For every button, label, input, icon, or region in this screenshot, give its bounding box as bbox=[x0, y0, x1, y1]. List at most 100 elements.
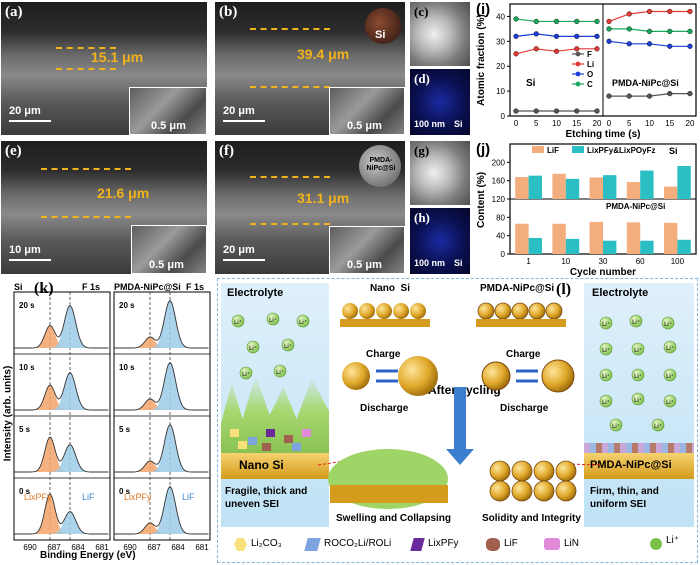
chart-i-ylabel: Atomic fraction (%) bbox=[476, 14, 487, 106]
li-ion-right-label: Li⁺ bbox=[666, 399, 674, 406]
right-electrolyte-title: Electrolyte bbox=[592, 287, 649, 299]
chart-j-panel-label: (j) bbox=[476, 141, 490, 158]
chart-i-point-li bbox=[646, 8, 653, 15]
top-left-title: Nano Si bbox=[370, 283, 411, 294]
panel-label-h: (h) bbox=[414, 210, 430, 225]
thickness-guide-bottom bbox=[250, 86, 330, 88]
chart-i-point-o bbox=[594, 33, 600, 39]
chart-i-ytick-label: 0 bbox=[501, 112, 506, 121]
li-ion-right bbox=[599, 394, 613, 408]
legend-swatch-li-ion bbox=[650, 538, 662, 550]
xps-xtick-label: 687 bbox=[147, 543, 161, 550]
schematic-graphics: Li⁺ Li⁺ Li⁺ Li⁺ Li⁺ Li⁺ Li⁺ Li⁺ Li⁺ Li⁺ Li⁺ Li⁺ Li⁺ L… bbox=[230, 302, 677, 509]
li-ion-right bbox=[651, 418, 665, 432]
scale-label-d: 100 nm bbox=[414, 119, 446, 129]
legend-swatch-lif bbox=[486, 538, 500, 551]
li-ion-right-label: Li⁺ bbox=[654, 423, 662, 430]
xps-xlabel: Binding Energy (eV) bbox=[40, 550, 136, 561]
chart-j-bar-lipf bbox=[603, 240, 617, 254]
chart-i-xtick-label: 20 bbox=[593, 119, 602, 128]
chart-i-point-li bbox=[533, 46, 539, 52]
intact-sphere bbox=[511, 460, 533, 482]
panel-label-f: (f) bbox=[219, 143, 234, 159]
xps-panel-k: (k) Intensity (arb. units) Si F 1s PMDA-… bbox=[0, 278, 214, 565]
li-ion-left bbox=[296, 314, 310, 328]
chart-i-point-f bbox=[646, 93, 653, 99]
chart-j-bar-lif bbox=[552, 223, 566, 254]
scale-bar-b bbox=[223, 120, 265, 122]
inset-scale-label-a: 0.5 μm bbox=[151, 120, 186, 132]
chart-j-group-pmda: PMDA-NiPc@Si bbox=[606, 202, 665, 211]
nano-si-sphere bbox=[359, 303, 375, 319]
xps-envelope bbox=[114, 299, 209, 349]
chart-j-bar-lipf bbox=[677, 166, 691, 199]
xps-xtick-label: 684 bbox=[71, 543, 85, 550]
schematic-l: Electrolyte Nano Si Fragile, thick and u… bbox=[217, 278, 698, 563]
xps-envelope bbox=[14, 371, 109, 411]
intact-sphere bbox=[533, 460, 555, 482]
chart-i-legend-marker bbox=[575, 71, 581, 77]
sem-panel-e: (e) 21.6 μm 10 μm 0.5 μm bbox=[1, 141, 207, 274]
charge-left: Charge bbox=[366, 349, 401, 360]
scale-bar-e bbox=[9, 259, 51, 261]
right-sei-layer bbox=[584, 443, 694, 455]
chart-j-group-si: Si bbox=[669, 146, 678, 156]
chart-j-bar-lipf bbox=[565, 238, 580, 254]
li-ion-right bbox=[661, 316, 675, 330]
chart-i-ytick-label: 20 bbox=[496, 62, 505, 71]
chart-i-point-c bbox=[533, 18, 539, 25]
li-ion-right bbox=[609, 418, 623, 432]
chart-i-legend-label: Li bbox=[587, 60, 594, 69]
pmda-si-sphere bbox=[511, 302, 529, 320]
chart-i-point-li bbox=[574, 46, 580, 52]
xps-xtick-label: 684 bbox=[171, 543, 185, 550]
xps-envelope bbox=[114, 423, 209, 473]
sei-particle-left bbox=[248, 437, 257, 445]
intact-sphere bbox=[511, 480, 533, 502]
chart-j-xtick-label: 1 bbox=[526, 257, 531, 266]
intact-sphere bbox=[489, 480, 511, 502]
legend-swatch-roco2li bbox=[304, 538, 321, 551]
chart-j: Content (%) Cycle number (j) Si PMDA-NiP… bbox=[476, 141, 697, 278]
chart-i-point-c bbox=[553, 18, 560, 25]
thickness-guide-top bbox=[250, 176, 330, 178]
sei-particle-left bbox=[302, 429, 311, 437]
li-ion-right bbox=[599, 342, 613, 356]
chart-j-legend-lif: LiF bbox=[547, 146, 559, 155]
legend-lif: LiF bbox=[504, 538, 518, 549]
pmda-si-sphere bbox=[494, 302, 512, 320]
li-ion-left-label: Li⁺ bbox=[249, 345, 257, 352]
panel-label-a: (a) bbox=[5, 4, 23, 20]
chart-j-xtick-label: 10 bbox=[561, 257, 570, 266]
sem-panel-b: (b) Si 39.4 μm 20 μm 0.5 μm bbox=[215, 2, 405, 135]
thickness-guide-top bbox=[41, 168, 131, 170]
chart-i-xtick-label: 0 bbox=[514, 119, 519, 128]
li-ion-left bbox=[231, 314, 245, 328]
chart-i-point-li bbox=[606, 18, 612, 25]
chart-i-xtick-label: 10 bbox=[645, 119, 654, 128]
chart-i-point-c bbox=[687, 28, 693, 34]
li-ion-left bbox=[246, 340, 260, 354]
si-particle-badge bbox=[365, 8, 401, 44]
scale-label-e: 10 μm bbox=[9, 244, 41, 256]
xps-row-label: 10 s bbox=[119, 363, 135, 372]
xps-peak-lif bbox=[114, 424, 209, 472]
xps-label-lipf: LixPFy bbox=[124, 492, 152, 502]
chart-i-legend-label: F bbox=[587, 50, 592, 59]
thickness-guide-bottom bbox=[250, 223, 330, 225]
chart-j-bar-lipf bbox=[565, 178, 580, 199]
chart-j-bar-lif bbox=[515, 177, 529, 199]
li-ion-right-label: Li⁺ bbox=[632, 319, 640, 326]
thickness-guide-top bbox=[250, 28, 330, 30]
xps-envelope bbox=[114, 485, 209, 535]
chart-j-ytick-label: 120 bbox=[492, 195, 506, 204]
pmda-particle-small bbox=[481, 361, 511, 391]
li-ion-right-label: Li⁺ bbox=[612, 423, 620, 430]
chart-i-legend-label: O bbox=[587, 70, 593, 79]
chart-i-point-f bbox=[513, 108, 519, 114]
discharge-right: Discharge bbox=[500, 403, 549, 414]
li-ion-right bbox=[599, 368, 613, 382]
legend-lin: LiN bbox=[564, 538, 580, 549]
right-substrate: PMDA-NiPc@Si bbox=[584, 453, 694, 479]
chart-i-point-o bbox=[553, 33, 560, 39]
